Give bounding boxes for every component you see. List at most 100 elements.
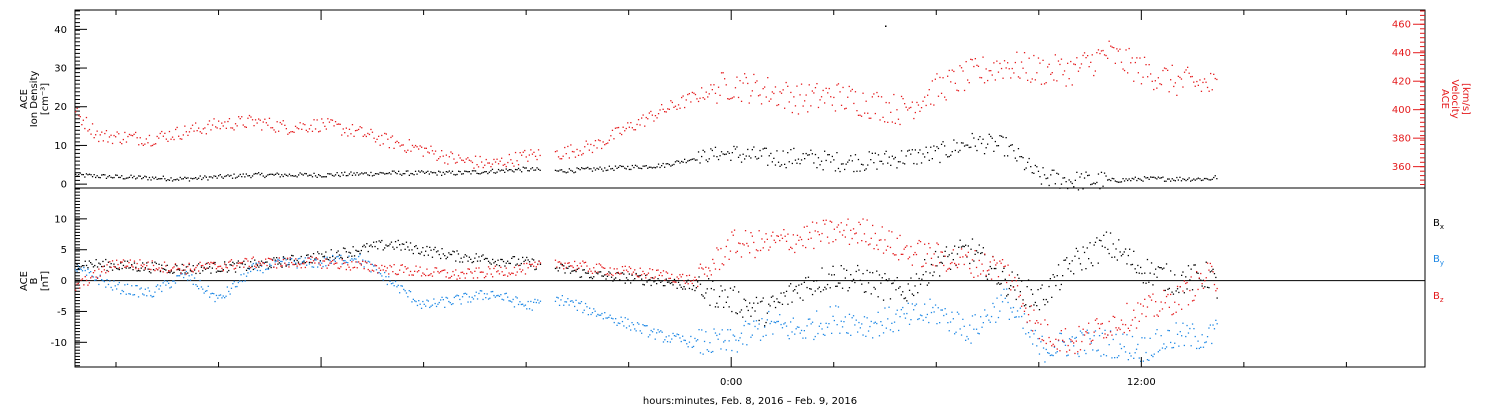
velocity-series-point	[1087, 55, 1089, 57]
b-series-bx-point	[251, 265, 253, 268]
b-series-bz-point	[558, 261, 561, 263]
velocity-series-point	[996, 60, 998, 62]
velocity-series-point	[514, 151, 517, 154]
b-series-bz-point	[1187, 304, 1190, 306]
b-series-bx-point	[181, 263, 183, 266]
b-series-bz-point	[461, 271, 464, 273]
density-series-point	[1048, 184, 1050, 187]
b-series-bz-point	[578, 267, 580, 269]
b-series-bz-point	[177, 267, 179, 270]
density-series-point	[1091, 183, 1093, 185]
b-series-bz-point	[433, 271, 435, 273]
b-series-bx-point	[1168, 287, 1170, 290]
b-series-bx-point	[109, 266, 111, 268]
density-series-point	[368, 174, 371, 177]
b-series-by-point	[620, 316, 622, 318]
b-series-bz-point	[1183, 280, 1185, 282]
velocity-series-point	[760, 103, 763, 105]
velocity-series-point	[1113, 47, 1115, 49]
b-series-by-point	[475, 291, 477, 293]
density-series-point	[193, 177, 195, 180]
density-series-point	[594, 169, 597, 171]
density-series-point	[773, 157, 775, 159]
density-series-point	[421, 170, 423, 172]
b-series-bx-point	[178, 269, 181, 271]
density-series-point	[817, 157, 820, 159]
b-series-by-point	[531, 309, 533, 311]
velocity-series-point	[477, 166, 480, 168]
b-series-bz-point	[919, 241, 922, 243]
b-series-bx-point	[1174, 274, 1176, 276]
b-series-bz-point	[807, 238, 810, 240]
b-series-bz-point	[1108, 320, 1110, 323]
b-series-bx-point	[858, 269, 860, 271]
b-series-bz-point	[486, 273, 488, 275]
density-series-point	[1047, 177, 1049, 179]
b-series-bx-point	[1053, 276, 1056, 278]
b-series-bx-point	[753, 302, 755, 304]
b-series-by-point	[951, 311, 953, 313]
b-series-bx-point	[881, 277, 883, 279]
b-series-by-point	[833, 319, 835, 322]
b-series-by-point	[762, 335, 764, 338]
b-series-bz-point	[218, 265, 220, 268]
b-series-by-point	[389, 280, 391, 282]
density-series-point	[593, 167, 595, 169]
b-series-bx-point	[975, 250, 978, 252]
b-series-bx-point	[866, 269, 868, 272]
b-series-bz-point	[753, 241, 755, 244]
b-series-bz-point	[1137, 302, 1139, 304]
velocity-series-point	[579, 150, 581, 152]
b-series-by-point	[129, 293, 131, 295]
density-series-point	[1167, 178, 1169, 180]
b-series-bx-point	[1036, 305, 1038, 307]
b-series-by-point	[632, 324, 635, 326]
velocity-series-point	[451, 152, 454, 155]
velocity-series-point	[1131, 57, 1133, 59]
velocity-series-point	[1127, 72, 1129, 74]
b-series-bz-point	[947, 268, 949, 270]
density-series-point	[539, 169, 541, 171]
b-series-bx-point	[524, 259, 527, 261]
b-series-bz-point	[419, 266, 421, 268]
b-series-bz-point	[405, 268, 408, 270]
b-series-bz-point	[172, 267, 174, 269]
b-series-by-point	[509, 300, 511, 302]
b-series-bz-point	[997, 276, 1000, 278]
density-series-point	[990, 135, 992, 138]
b-series-by-point	[431, 304, 434, 306]
density-series-point	[84, 176, 86, 178]
density-series-point	[1113, 178, 1115, 180]
b-series-bx-point	[461, 261, 464, 263]
b-series-by-point	[582, 311, 584, 314]
density-series-point	[1182, 178, 1184, 180]
b-series-bx-point	[478, 256, 480, 258]
velocity-series-point	[1071, 84, 1073, 86]
b-series-by-point	[368, 261, 371, 263]
density-series-point	[667, 163, 669, 165]
b-series-bz-point	[1082, 328, 1084, 330]
velocity-series-point	[330, 119, 332, 121]
velocity-series-point	[1143, 56, 1146, 58]
density-series-point	[385, 172, 387, 175]
b-series-by-point	[1124, 351, 1127, 353]
density-series-point	[502, 169, 504, 171]
b-series-bz-point	[352, 267, 354, 269]
b-series-bx-point	[645, 274, 647, 277]
b-series-bx-point	[885, 279, 887, 281]
velocity-series-point	[756, 80, 758, 82]
b-series-by-point	[918, 318, 920, 320]
b-series-bz-point	[276, 267, 278, 269]
b-series-bz-point	[742, 243, 744, 245]
b-series-bx-point	[419, 253, 421, 255]
b-series-bx-point	[977, 251, 979, 254]
b-series-by-point	[399, 292, 401, 294]
b-series-bx-point	[965, 244, 967, 246]
velocity-series-point	[777, 104, 780, 106]
b-series-by-point	[866, 317, 868, 319]
density-series-point	[954, 149, 956, 152]
b-series-by-point	[370, 271, 372, 273]
b-series-by-point	[146, 295, 148, 297]
b-series-by-point	[928, 321, 930, 324]
b-series-by-point	[442, 299, 444, 301]
